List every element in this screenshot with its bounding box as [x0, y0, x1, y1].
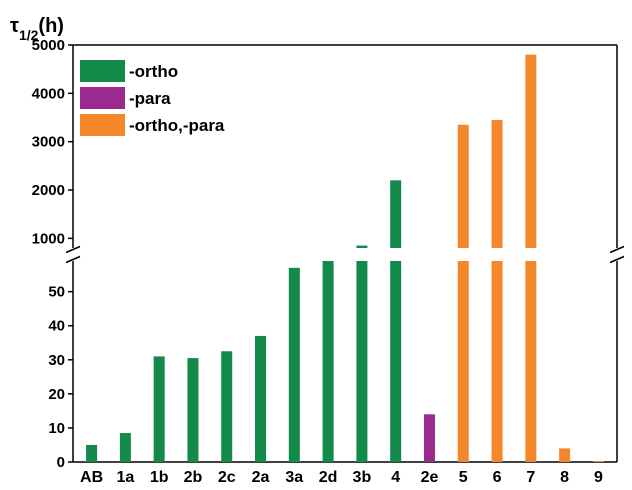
lower-y-axis-ticks: 0 10 20 30 40 50 — [48, 284, 73, 471]
lower-y-tick-label: 50 — [48, 284, 65, 301]
bar-2d-lower — [322, 261, 334, 462]
legend-label: -ortho — [129, 62, 178, 81]
legend-swatch — [80, 87, 125, 109]
bar-6-upper — [491, 119, 503, 249]
lower-y-tick-label: 0 — [57, 454, 65, 471]
svg-text:τ1/2(h): τ1/2(h) — [10, 15, 64, 43]
axis-break-mark — [609, 245, 625, 254]
bar-6-lower — [491, 261, 503, 462]
axis-break-mark — [65, 255, 81, 264]
upper-y-tick-label: 4000 — [32, 85, 65, 102]
legend-swatch — [80, 60, 125, 82]
legend: -ortho -para -ortho,-para — [80, 60, 225, 136]
x-axis-category-labels: AB 1a 1b 2b 2c 2a 3a 2d 3b 4 2e 5 6 7 8 9 — [80, 469, 603, 486]
upper-y-tick-label: 3000 — [32, 134, 65, 151]
bar-AB — [86, 444, 98, 462]
lower-y-tick-label: 40 — [48, 318, 65, 335]
bar-4-upper — [390, 180, 402, 248]
y-axis-title: τ1/2(h) — [10, 15, 64, 43]
bar-7-upper — [525, 54, 537, 248]
x-tick-label: 3b — [353, 469, 372, 486]
bar-3b-lower — [356, 261, 368, 462]
x-tick-label: 2b — [184, 469, 203, 486]
legend-label: -ortho,-para — [129, 116, 225, 135]
x-tick-label: 3a — [285, 469, 303, 486]
bar-break-gap — [524, 248, 538, 261]
axis-break-mark — [609, 255, 625, 264]
bar-5-upper — [457, 124, 469, 248]
legend-swatch — [80, 114, 125, 136]
x-tick-label: 9 — [594, 469, 603, 486]
bar-3a — [288, 267, 300, 462]
x-tick-label: AB — [80, 469, 103, 486]
x-tick-label: 5 — [459, 469, 468, 486]
bar-2b — [187, 358, 199, 462]
axis-break-mark — [65, 245, 81, 254]
x-tick-label: 1a — [116, 469, 134, 486]
bar-2c — [221, 351, 233, 462]
upper-y-tick-label: 5000 — [32, 37, 65, 54]
bar-4-lower — [390, 261, 402, 462]
x-tick-label: 2c — [218, 469, 236, 486]
bar-1a — [119, 433, 131, 462]
bars — [86, 54, 604, 462]
x-tick-label: 2d — [319, 469, 338, 486]
x-tick-label: 8 — [560, 469, 569, 486]
y-axis-title-symbol: τ — [10, 15, 19, 37]
bar-break-gap — [490, 248, 504, 261]
y-axis-title-unit: (h) — [38, 15, 64, 37]
x-tick-label: 1b — [150, 469, 169, 486]
legend-label: -para — [129, 89, 171, 108]
y-axis-title-subscript: 1/2 — [19, 27, 39, 43]
bar-break-gap — [321, 248, 335, 261]
axis-break-marks — [65, 245, 625, 264]
bar-break-gap — [389, 248, 403, 261]
bar-2e — [423, 414, 435, 462]
bar-8 — [559, 448, 571, 462]
x-tick-label: 7 — [526, 469, 535, 486]
upper-y-tick-label: 2000 — [32, 182, 65, 199]
upper-y-tick-label: 1000 — [32, 230, 65, 247]
bar-7-lower — [525, 261, 537, 462]
bar-9 — [592, 460, 604, 462]
bar-3b-upper — [356, 245, 368, 248]
x-tick-label: 6 — [493, 469, 502, 486]
bar-2a — [255, 335, 267, 462]
lower-y-tick-label: 20 — [48, 386, 65, 403]
x-tick-label: 2a — [252, 469, 270, 486]
lower-y-tick-label: 30 — [48, 352, 65, 369]
x-tick-label: 4 — [391, 469, 400, 486]
bar-1b — [153, 356, 165, 462]
bar-break-gap — [355, 248, 369, 261]
bar-5-lower — [457, 261, 469, 462]
x-tick-label: 2e — [421, 469, 439, 486]
lower-y-tick-label: 10 — [48, 420, 65, 437]
upper-y-axis-ticks: 1000 2000 3000 4000 5000 — [32, 37, 73, 247]
bar-break-gap — [456, 248, 470, 261]
